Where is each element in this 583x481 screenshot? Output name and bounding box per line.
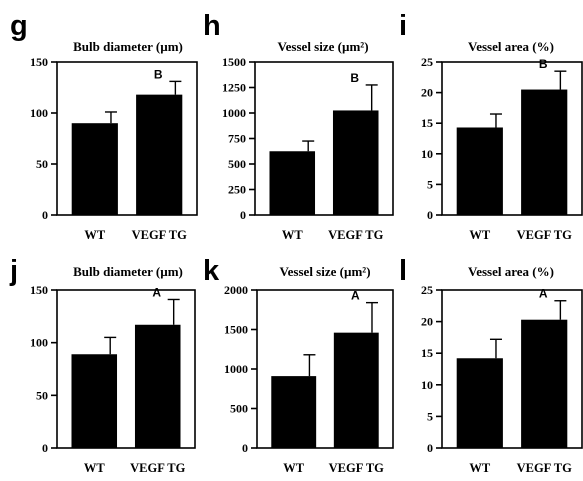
- chart-panel-k: k Vessel size (µm²) 0 500 1000 1500 2000 WT A VEG…: [203, 255, 394, 475]
- chart-title: Vessel area (%): [468, 39, 554, 54]
- axes-frame: [56, 61, 198, 216]
- panel-letter: k: [203, 255, 220, 287]
- y-tick-label: 0: [42, 441, 48, 455]
- y-tick-label: 150: [30, 283, 48, 297]
- significance-label: B: [154, 67, 163, 81]
- y-tick-label: 1000: [222, 106, 246, 120]
- category-label: VEGF TG: [132, 228, 187, 242]
- chart-title: Bulb diameter (µm): [73, 264, 183, 279]
- y-tick-label: 0: [240, 208, 246, 222]
- axes-frame: [56, 289, 196, 449]
- category-label: VEGF TG: [517, 461, 572, 475]
- bar-vegf-tg: [332, 110, 379, 215]
- panel-letter: i: [399, 10, 407, 42]
- chart-title: Vessel size (µm²): [279, 264, 370, 279]
- y-tick-label: 1500: [224, 323, 248, 337]
- chart-title: Vessel size (µm²): [277, 39, 368, 54]
- y-tick-label: 20: [421, 315, 433, 329]
- axes-frame: [441, 61, 583, 216]
- significance-label: B: [350, 71, 359, 85]
- y-tick-label: 15: [421, 116, 433, 130]
- category-label: WT: [283, 461, 305, 475]
- chart-panel-g: g Bulb diameter (µm) 0 50 100 150 WT B VEGF TG: [10, 10, 198, 242]
- panel-letter: j: [9, 255, 18, 287]
- bar-wt: [269, 151, 316, 215]
- category-label: WT: [469, 228, 491, 242]
- y-tick-label: 10: [421, 147, 433, 161]
- bar-wt: [71, 354, 118, 448]
- y-tick-label: 10: [421, 378, 433, 392]
- y-tick-label: 25: [421, 283, 433, 297]
- y-tick-label: 5: [427, 177, 433, 191]
- chart-title: Vessel area (%): [468, 264, 554, 279]
- panel-letter: h: [203, 10, 221, 42]
- y-tick-label: 100: [30, 106, 48, 120]
- significance-label: A: [152, 285, 161, 299]
- significance-label: A: [351, 289, 360, 303]
- significance-label: A: [539, 287, 548, 301]
- panel-letter: g: [10, 10, 28, 42]
- y-tick-label: 1000: [224, 362, 248, 376]
- bar-wt: [456, 127, 503, 215]
- y-tick-label: 0: [427, 441, 433, 455]
- bar-vegf-tg: [521, 319, 568, 448]
- chart-panel-j: j Bulb diameter (µm) 0 50 100 150 WT A VEGF TG: [9, 255, 196, 475]
- bar-wt: [456, 358, 503, 448]
- y-tick-label: 5: [427, 409, 433, 423]
- y-tick-label: 750: [228, 132, 246, 146]
- chart-panel-h: h Vessel size (µm²) 0 250 500 750 1000 1250 1500…: [203, 10, 394, 242]
- category-label: VEGF TG: [517, 228, 572, 242]
- bar-wt: [71, 123, 118, 215]
- axes-frame: [441, 289, 583, 449]
- y-tick-label: 150: [30, 55, 48, 69]
- category-label: WT: [469, 461, 491, 475]
- category-label: VEGF TG: [130, 461, 185, 475]
- category-label: VEGF TG: [329, 461, 384, 475]
- category-label: WT: [84, 461, 106, 475]
- category-label: VEGF TG: [328, 228, 383, 242]
- chart-title: Bulb diameter (µm): [73, 39, 183, 54]
- y-tick-label: 15: [421, 346, 433, 360]
- significance-label: B: [539, 57, 548, 71]
- category-label: WT: [282, 228, 304, 242]
- y-tick-label: 1500: [222, 55, 246, 69]
- y-tick-label: 100: [30, 336, 48, 350]
- y-tick-label: 250: [228, 183, 246, 197]
- y-tick-label: 50: [36, 388, 48, 402]
- bar-vegf-tg: [136, 94, 183, 215]
- bar-vegf-tg: [521, 89, 568, 215]
- y-tick-label: 500: [228, 157, 246, 171]
- chart-panel-l: l Vessel area (%) 0 5 10 15 20 25 WT A VEGF TG: [399, 255, 583, 475]
- bar-vegf-tg: [333, 332, 379, 448]
- panel-letter: l: [399, 255, 407, 287]
- y-tick-label: 20: [421, 86, 433, 100]
- category-label: WT: [84, 228, 106, 242]
- y-tick-label: 1250: [222, 81, 246, 95]
- y-tick-label: 2000: [224, 283, 248, 297]
- y-tick-label: 0: [242, 441, 248, 455]
- y-tick-label: 50: [36, 157, 48, 171]
- y-tick-label: 0: [427, 208, 433, 222]
- y-tick-label: 500: [230, 402, 248, 416]
- bar-vegf-tg: [134, 324, 181, 448]
- bar-wt: [271, 376, 317, 448]
- chart-panel-i: i Vessel area (%) 0 5 10 15 20 25 WT B VEGF TG: [399, 10, 583, 242]
- y-tick-label: 25: [421, 55, 433, 69]
- y-tick-label: 0: [42, 208, 48, 222]
